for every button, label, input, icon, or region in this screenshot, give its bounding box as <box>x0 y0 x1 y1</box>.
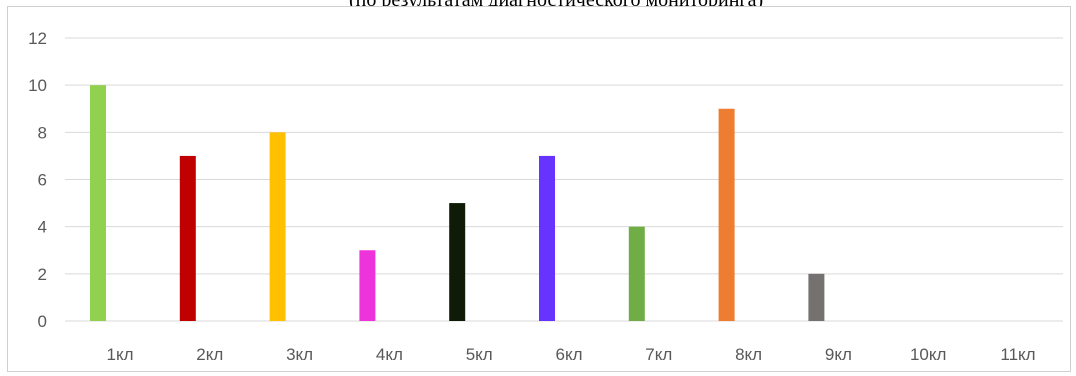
y-tick-label: 10 <box>28 76 47 95</box>
y-tick-label: 12 <box>28 29 47 48</box>
bar-4кл <box>359 250 376 321</box>
x-tick-label: 4кл <box>376 345 403 364</box>
y-tick-label: 6 <box>38 171 47 190</box>
y-tick-label: 4 <box>38 218 47 237</box>
x-tick-label: 9кл <box>825 345 852 364</box>
y-tick-label: 2 <box>38 265 47 284</box>
x-axis-tick-labels: 1кл 2кл 3кл 4кл 5кл 6кл 7кл 8кл 9кл 10кл 11кл <box>106 345 1035 364</box>
bar-1кл <box>90 85 106 322</box>
y-tick-label: 0 <box>38 312 47 331</box>
gridlines <box>65 37 1063 322</box>
y-axis-tick-labels: 0 2 4 6 8 10 12 <box>28 29 47 331</box>
x-tick-label: 7кл <box>645 345 672 364</box>
bar-6кл <box>539 155 555 321</box>
bar-5кл <box>449 203 466 321</box>
bar-8кл <box>718 108 735 321</box>
bar-3кл <box>269 132 286 321</box>
x-tick-label: 3кл <box>286 345 313 364</box>
x-tick-label: 6кл <box>555 345 582 364</box>
x-tick-label: 10кл <box>910 345 946 364</box>
x-tick-label: 11кл <box>1000 345 1035 364</box>
chart-caption: (по результатам диагностического монитор… <box>349 0 763 10</box>
x-tick-label: 8кл <box>735 345 762 364</box>
bar-2кл <box>179 155 196 321</box>
x-tick-label: 1кл <box>106 345 133 364</box>
bars <box>90 85 825 322</box>
bar-9кл <box>808 273 825 321</box>
x-tick-label: 5кл <box>466 345 493 364</box>
bar-7кл <box>628 226 645 321</box>
y-tick-label: 8 <box>38 123 47 142</box>
x-tick-label: 2кл <box>196 345 223 364</box>
